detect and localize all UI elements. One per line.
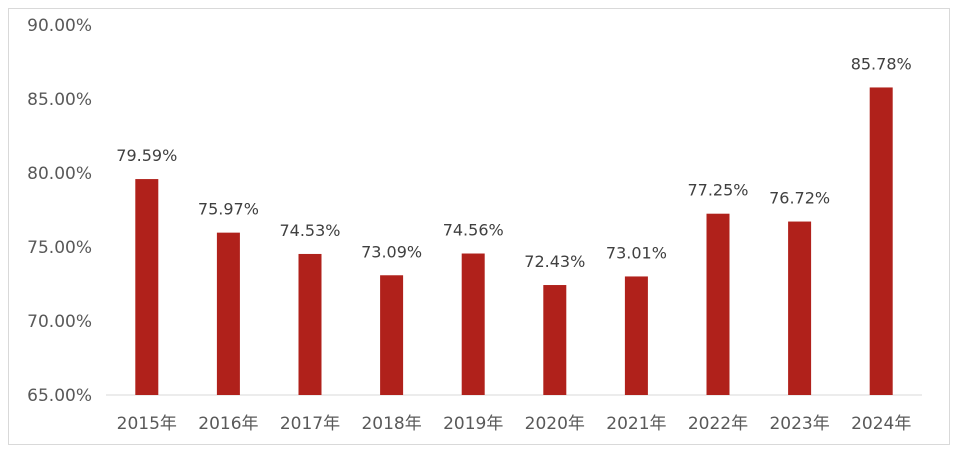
x-tick-label: 2024年 xyxy=(851,414,911,434)
data-labels: 79.59% 75.97% 74.53% 73.09% 74.56% 72.43% 73.0… xyxy=(116,54,911,271)
x-tick-label: 2018年 xyxy=(361,414,421,434)
bar-2024 xyxy=(869,87,893,396)
data-label: 77.25% xyxy=(687,181,748,200)
data-label: 74.53% xyxy=(279,221,340,240)
x-tick-label: 2017年 xyxy=(280,414,340,434)
data-label: 73.09% xyxy=(361,242,422,261)
bar-2016 xyxy=(216,232,240,395)
x-tick-label: 2021年 xyxy=(606,414,666,434)
x-tick-label: 2020年 xyxy=(525,414,585,434)
data-label: 73.01% xyxy=(606,243,667,262)
bar-2018 xyxy=(380,275,404,395)
bar-2017 xyxy=(298,253,322,395)
bar-2015 xyxy=(135,179,159,395)
data-label: 74.56% xyxy=(443,221,504,240)
x-tick-label: 2022年 xyxy=(688,414,748,434)
y-tick-label: 75.00% xyxy=(27,238,92,258)
data-label: 75.97% xyxy=(198,200,259,219)
x-tick-label: 2023年 xyxy=(769,414,829,434)
bar-2022 xyxy=(706,213,730,395)
bar-2023 xyxy=(788,221,812,395)
y-tick-label: 80.00% xyxy=(27,164,92,184)
y-axis-ticks: 65.00% 70.00% 75.00% 80.00% 85.00% 90.00% xyxy=(27,16,92,406)
x-axis-ticks: 2015年 2016年 2017年 2018年 2019年 2020年 2021年 2022年… xyxy=(117,414,912,434)
data-label: 72.43% xyxy=(524,252,585,271)
data-label: 85.78% xyxy=(851,54,912,73)
data-label: 76.72% xyxy=(769,189,830,208)
x-tick-label: 2019年 xyxy=(443,414,503,434)
data-label: 79.59% xyxy=(116,146,177,165)
y-tick-label: 85.00% xyxy=(27,90,92,110)
y-tick-label: 90.00% xyxy=(27,16,92,36)
bars xyxy=(135,87,893,396)
y-tick-label: 65.00% xyxy=(27,386,92,406)
x-tick-label: 2016年 xyxy=(198,414,258,434)
bar-2021 xyxy=(624,276,648,395)
bar-2019 xyxy=(461,253,485,395)
x-tick-label: 2015年 xyxy=(117,414,177,434)
bar-2020 xyxy=(543,285,567,395)
y-tick-label: 70.00% xyxy=(27,312,92,332)
